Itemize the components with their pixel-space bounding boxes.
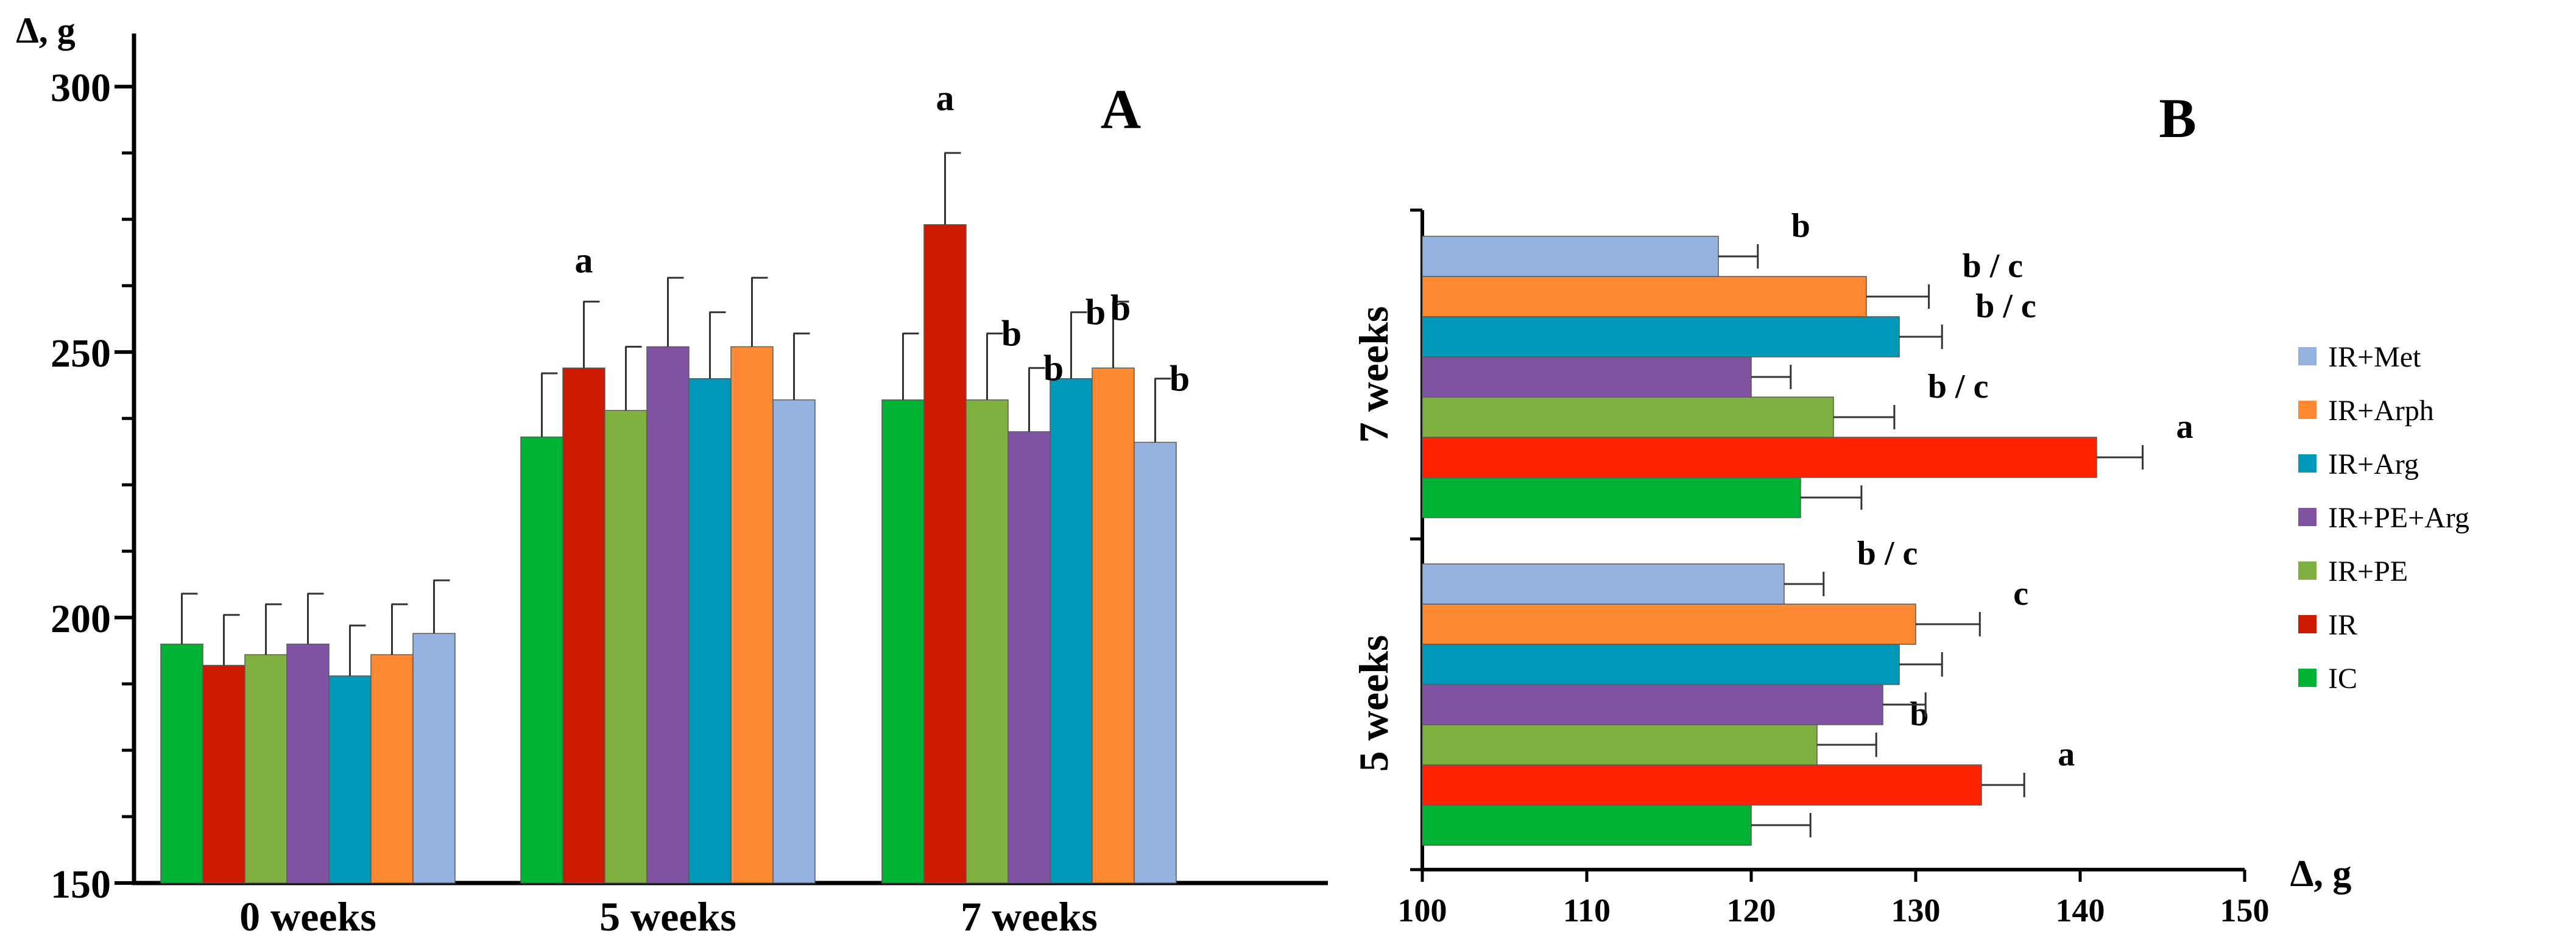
bar-a-7-weeks-ic [881,399,925,884]
bar-a-0-weeks-ir-arph [370,654,414,884]
x-tick-label-b-150: 150 [2220,892,2270,929]
bar-b-5-weeks-ir-met [1422,563,1785,605]
sig-label-b-7-weeks-ir-met: b [1791,207,1810,245]
bar-a-0-weeks-ir-pe [244,654,288,884]
bar-b-7-weeks-ir-met [1422,236,1719,277]
x-tick-label-5-weeks: 5 weeks [599,893,736,940]
bar-a-5-weeks-ir-pe [604,410,648,884]
sig-label-a-7-weeks-ir: a [936,78,955,118]
bar-b-5-weeks-ir-pe [1422,724,1818,765]
sig-label-b-7-weeks-ir: a [2176,408,2193,446]
x-axis-label-b: Δ, g [2290,853,2352,895]
sig-label-b-5-weeks-ir-met: b / c [1857,535,1918,572]
y-tick-label-b-5-weeks: 5 weeks [1350,635,1397,772]
sig-label-b-5-weeks-ir: a [2058,736,2075,773]
bar-a-7-weeks-ir-arg [1050,378,1093,884]
bar-b-7-weeks-ir [1422,437,2097,478]
bar-a-5-weeks-ir-arg [688,378,732,884]
panel-b-chart: 100 110 120 130 140 150 Δ, g B 5 weeks a b c b / c 7 … [1350,87,2351,929]
sig-label-b-7-weeks-ir-pe: b / c [1928,368,1989,406]
legend-swatch-ir-pe [2298,561,2317,580]
sig-label-a-5-weeks-ir: a [575,240,593,280]
legend-swatch-ir-arg [2298,454,2317,473]
x-tick-label-7-weeks: 7 weeks [961,893,1098,940]
sig-label-b-5-weeks-ir-arph: c [2013,575,2028,613]
legend: IR+Met IR+Arph IR+Arg IR+PE+Arg IR+PE IR IC [2298,341,2469,695]
x-tick-label-b-140: 140 [2056,892,2105,929]
bar-a-0-weeks-ir [202,664,245,884]
bar-a-5-weeks-ir-pe-arg [646,346,690,884]
legend-label-ir-met: IR+Met [2328,341,2421,373]
bar-b-7-weeks-ic [1422,477,1801,518]
sig-label-a-7-weeks-ir-pe-arg: b [1043,348,1064,388]
bar-b-5-weeks-ir-pe-arg [1422,684,1883,725]
legend-label-ir: IR [2328,609,2357,641]
bar-a-0-weeks-ir-met [412,633,456,884]
bar-b-5-weeks-ir [1422,764,1982,806]
bar-a-7-weeks-ir [923,224,967,884]
legend-swatch-ir [2298,615,2317,633]
legend-label-ic: IC [2328,663,2357,695]
bar-a-0-weeks-ir-pe-arg [286,643,330,884]
legend-label-ir-pe-arg: IR+PE+Arg [2328,502,2469,534]
x-tick-label-0-weeks: 0 weeks [239,893,376,940]
sig-label-a-7-weeks-ir-arg: b [1085,292,1106,332]
x-tick-label-b-130: 130 [1891,892,1941,929]
bar-b-7-weeks-ir-pe-arg [1422,356,1752,398]
panel-label-b: B [2159,87,2196,149]
legend-label-ir-arph: IR+Arph [2328,395,2434,427]
bar-a-5-weeks-ir [562,367,605,884]
bar-a-7-weeks-ir-pe-arg [1007,431,1051,884]
bar-a-5-weeks-ic [520,436,563,884]
y-tick-label-200: 200 [51,597,111,641]
panel-label-a: A [1101,78,1141,140]
bar-b-5-weeks-ic [1422,804,1752,846]
sig-label-a-7-weeks-ir-arph: b [1110,287,1131,328]
sig-label-a-7-weeks-ir-met: b [1170,359,1190,399]
bar-a-7-weeks-ir-arph [1092,367,1135,884]
sig-label-b-7-weeks-ir-arg: b / c [1975,287,2036,325]
bar-a-7-weeks-ir-pe [965,399,1009,884]
legend-swatch-ir-met [2298,347,2317,365]
sig-label-b-7-weeks-ir-arph: b / c [1963,247,2024,285]
y-tick-label-300: 300 [51,66,111,110]
y-axis-label: Δ, g [16,10,76,51]
bar-a-5-weeks-ir-met [772,399,816,884]
y-tick-label-150: 150 [51,862,111,907]
sig-label-a-7-weeks-ir-pe: b [1001,314,1022,354]
y-tick-label-250: 250 [51,331,111,376]
bar-a-0-weeks-ic [160,643,203,884]
bar-a-7-weeks-ir-met [1134,442,1177,884]
bar-b-5-weeks-ir-arg [1422,644,1900,685]
legend-swatch-ic [2298,669,2317,687]
bar-b-7-weeks-ir-arg [1422,316,1900,357]
bar-b-7-weeks-ir-pe [1422,396,1834,438]
x-tick-label-b-100: 100 [1398,892,1447,929]
x-tick-label-b-120: 120 [1727,892,1776,929]
legend-label-ir-pe: IR+PE [2328,555,2408,588]
x-tick-label-b-110: 110 [1563,892,1611,929]
bar-a-0-weeks-ir-arg [328,675,372,884]
bar-a-5-weeks-ir-arph [730,346,774,884]
legend-label-ir-arg: IR+Arg [2328,448,2419,480]
panel-a-chart: 150 200 250 300 Δ, g A 0 weeks 5 weeks 7 weeks a a… [16,10,1328,940]
y-tick-label-b-7-weeks: 7 weeks [1350,306,1397,443]
legend-swatch-ir-arph [2298,401,2317,419]
bar-b-5-weeks-ir-arph [1422,603,1916,645]
bar-b-7-weeks-ir-arph [1422,276,1867,317]
legend-swatch-ir-pe-arg [2298,508,2317,526]
